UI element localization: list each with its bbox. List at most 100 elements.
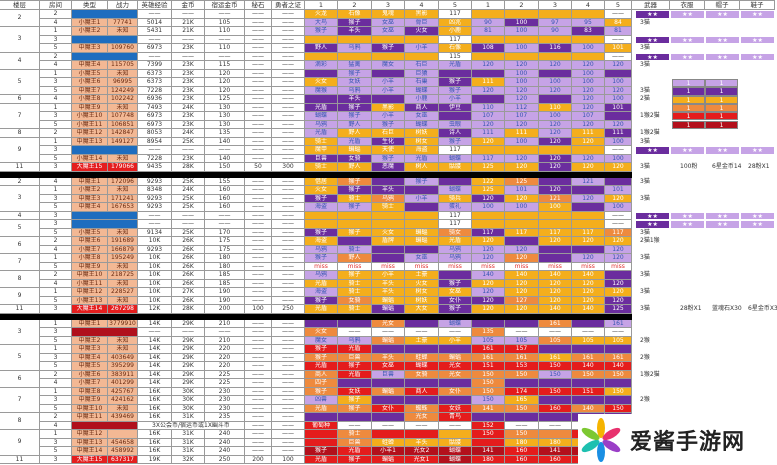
secret-stone-cell: —— — [245, 336, 272, 345]
enemy-level-cell: 180 — [472, 455, 505, 464]
floor-cell: 8 — [0, 413, 40, 430]
boss-type-cell: 中魔王10 — [72, 404, 108, 413]
enemy-cell: 羊头 — [338, 95, 372, 104]
gold-cell: 25K — [172, 177, 205, 186]
power-cell: 未知 — [108, 279, 138, 288]
enemy-cell — [372, 345, 405, 354]
enemy-level-cell: 120 — [472, 137, 505, 146]
fate-gold-cell: 140 — [205, 154, 245, 163]
gold-cell: 27K — [172, 288, 205, 297]
power-cell: 未知 — [108, 262, 138, 271]
secret-stone-cell: —— — [245, 296, 272, 305]
enemy-level-cell: 101 — [505, 186, 539, 195]
enemy-cell — [372, 413, 405, 422]
enemy-cell: 乌鸦 — [372, 194, 405, 203]
enemy-level-cell — [539, 177, 572, 186]
enemy-cell — [305, 211, 338, 220]
gold-cell: 26K — [172, 279, 205, 288]
enemy-cell: 猴子 — [439, 305, 472, 314]
column-header: 2 — [505, 0, 539, 10]
enemy-level-cell: 101 — [605, 103, 632, 112]
room-cell: 1 — [40, 387, 72, 396]
enemy-level-cell: 120 — [572, 296, 605, 305]
enemy-cell: 女妖 — [338, 387, 372, 396]
enemy-level-cell: 120 — [605, 194, 632, 203]
gold-cell: 21K — [172, 18, 205, 27]
fate-gold-cell: 125 — [205, 95, 245, 104]
secret-stone-cell: —— — [245, 35, 272, 44]
enemy-cell: 小羊 — [405, 194, 439, 203]
enemy-level-cell — [472, 35, 505, 44]
brave-proof-cell: —— — [272, 413, 305, 422]
enemy-level-cell — [572, 345, 605, 354]
enemy-level-cell: —— — [539, 421, 572, 430]
boss-type-cell: 中魔王5 — [72, 362, 108, 371]
brave-proof-cell: —— — [272, 18, 305, 27]
brave-proof-cell: —— — [272, 228, 305, 237]
room-cell: 1 — [40, 103, 72, 112]
enemy-level-cell: 120 — [472, 237, 505, 246]
enemy-cell: 光女 — [439, 362, 472, 371]
enemy-level-cell — [539, 396, 572, 405]
enemy-cell: 骑士 — [338, 305, 372, 314]
equipment-stars-cell: ★★ — [670, 35, 705, 44]
room-cell: 3 — [40, 35, 72, 44]
secret-stone-cell: 100 — [245, 305, 272, 314]
power-cell: 439469 — [108, 413, 138, 422]
enemy-level-cell — [505, 146, 539, 155]
enemy-cell — [372, 396, 405, 405]
enemy-level-cell: 110 — [539, 103, 572, 112]
column-header: 5 — [439, 0, 472, 10]
boss-type-cell: 中魔王1 — [72, 319, 108, 328]
enemy-cell: 巨兽 — [372, 370, 405, 379]
gold-cell: 25K — [172, 194, 205, 203]
boss-type-cell: 中魔王1 — [72, 177, 108, 186]
enemy-level-cell: 105 — [472, 336, 505, 345]
enemy-level-cell: 180 — [539, 438, 572, 447]
enemy-cell: 猴子 — [305, 27, 338, 36]
brave-proof-cell: —— — [272, 396, 305, 405]
enemy-cell — [405, 379, 439, 388]
enemy-cell: 117 — [439, 10, 472, 19]
secret-stone-cell: —— — [245, 262, 272, 271]
gold-cell: 26K — [172, 245, 205, 254]
column-header: 1 — [472, 0, 505, 10]
gold-cell: 25K — [172, 203, 205, 212]
enemy-cell: 猴子 — [305, 254, 338, 263]
enemy-cell: 蛋礼 — [439, 203, 472, 212]
enemy-level-cell: 160 — [505, 447, 539, 456]
fate-gold-cell: —— — [205, 328, 245, 337]
fate-gold-cell: 110 — [205, 44, 245, 53]
brave-proof-cell: —— — [272, 211, 305, 220]
color-legend-cell: 1 — [672, 79, 705, 88]
enemy-cell: 火女 — [405, 27, 439, 36]
room-cell: 5 — [40, 362, 72, 371]
enemy-cell: 野人 — [338, 254, 372, 263]
enemy-cell: miss — [305, 262, 338, 271]
enemy-cell: 猛禽 — [338, 61, 372, 70]
enemy-cell: 野人 — [338, 163, 372, 172]
enemy-level-cell — [572, 245, 605, 254]
equipment-note: 3猫 — [640, 86, 650, 94]
hero-exp-cell: 16K — [138, 447, 172, 456]
enemy-cell: 猴子 — [305, 387, 338, 396]
fate-gold-cell: 105 — [205, 18, 245, 27]
secret-stone-cell: —— — [245, 52, 272, 61]
brave-proof-cell: —— — [272, 345, 305, 354]
room-cell: 2 — [40, 10, 72, 19]
column-header: 1 — [305, 0, 338, 10]
equipment-note: 28粉X1 — [680, 305, 702, 312]
fate-gold-cell: —— — [205, 146, 245, 155]
hero-exp-cell: 16K — [138, 413, 172, 422]
brave-proof-cell: 300 — [272, 163, 305, 172]
secret-stone-cell: —— — [245, 328, 272, 337]
enemy-cell — [372, 220, 405, 229]
equipment-stars-cell: ★★ — [635, 211, 670, 220]
secret-stone-cell: —— — [245, 288, 272, 297]
enemy-cell: 树妖 — [405, 129, 439, 138]
enemy-cell: 光女1 — [405, 455, 439, 464]
gold-cell: 23K — [172, 61, 205, 70]
site-logo: 爱酱手游网 — [578, 414, 777, 465]
room-cell: 2 — [40, 237, 72, 246]
enemy-level-cell: 161 — [605, 353, 632, 362]
